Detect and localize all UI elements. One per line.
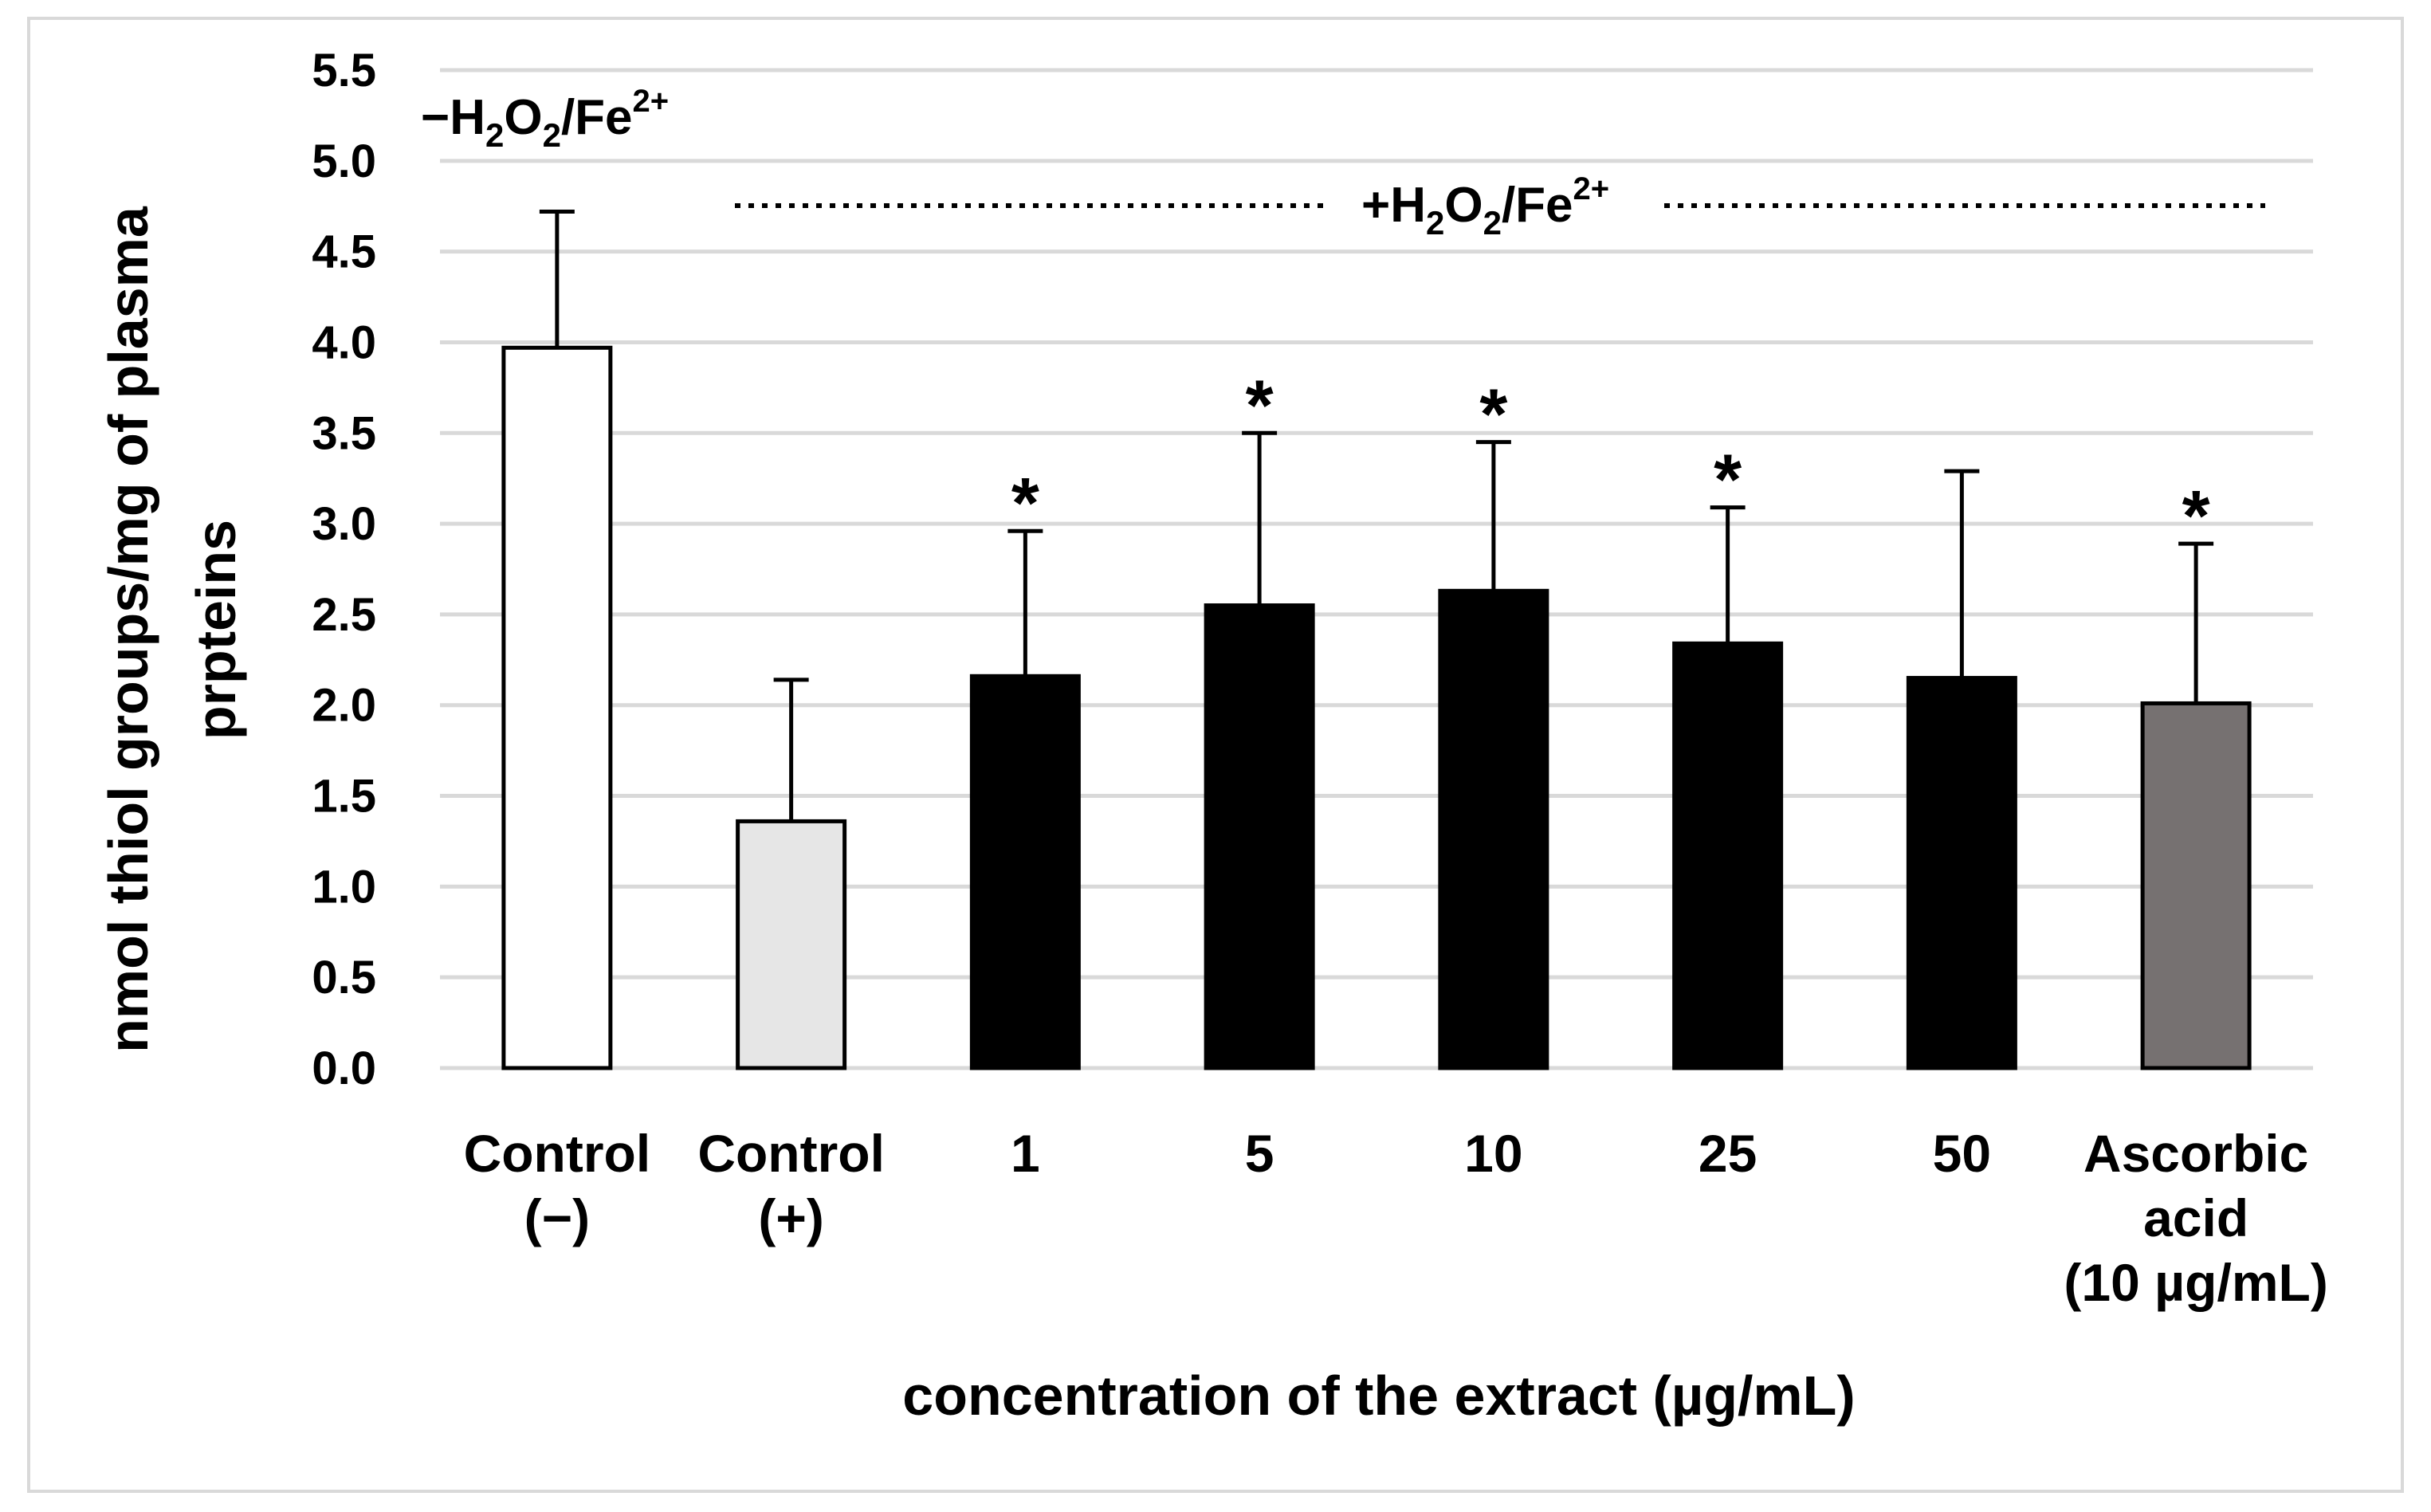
significance-star: * — [1714, 441, 1742, 520]
bar — [736, 819, 847, 1070]
significance-star: * — [1246, 366, 1274, 446]
x-category-label: 1 — [1011, 1124, 1040, 1183]
significance-star: * — [1011, 464, 1039, 544]
x-category-label: acid — [2143, 1188, 2248, 1247]
significance-star: * — [2182, 477, 2210, 556]
x-category-label: 25 — [1699, 1124, 1757, 1183]
error-bar — [1710, 505, 1746, 644]
x-category-label: 10 — [1464, 1124, 1522, 1183]
y-tick-label: 4.0 — [312, 316, 376, 368]
error-bars — [539, 210, 2214, 822]
y-tick-label: 0.5 — [312, 952, 376, 1003]
y-axis-ticks: 0.0 0.5 1.0 1.5 2.0 2.5 3.0 3.5 4.0 4.5 5.0 5.5 — [312, 45, 376, 1094]
x-category-label: Control — [464, 1124, 651, 1183]
bar — [1438, 588, 1549, 1070]
x-category-label: Ascorbic — [2083, 1124, 2308, 1183]
y-tick-label: 2.5 — [312, 589, 376, 641]
error-bar — [1475, 440, 1511, 591]
y-axis-title-line2: prpteins — [185, 520, 247, 740]
y-tick-label: 2.0 — [312, 680, 376, 732]
y-tick-label: 0.0 — [312, 1043, 376, 1094]
y-tick-label: 3.5 — [312, 407, 376, 459]
bar — [969, 674, 1081, 1070]
x-axis-title: concentration of the extract (µg/mL) — [902, 1365, 1855, 1427]
annotation-minus-h2o2: −H2O2/Fe2+ — [421, 84, 669, 154]
y-tick-label: 5.5 — [312, 45, 376, 96]
bar — [1672, 641, 1784, 1070]
x-category-label: Control — [697, 1124, 885, 1183]
significance-markers: * * * * * — [1011, 366, 2210, 556]
x-category-label: (−) — [524, 1188, 591, 1247]
annotation-plus-h2o2: +H2O2/Fe2+ — [1361, 171, 1609, 242]
error-bar — [1242, 430, 1278, 606]
error-bar — [773, 677, 809, 822]
error-bar — [1007, 528, 1043, 677]
bar — [2140, 701, 2252, 1070]
y-axis-title-line1: nmol thiol groups/mg of plasma — [97, 206, 159, 1053]
bars — [501, 345, 2252, 1070]
x-category-label: 50 — [1933, 1124, 1991, 1183]
significance-star: * — [1479, 375, 1507, 455]
error-bar — [539, 210, 575, 348]
x-axis-categories: Control(−)Control(+)1 5 10 25 50 Ascorbicacid… — [464, 1124, 2328, 1312]
x-category-label: (10 µg/mL) — [2064, 1253, 2327, 1312]
y-tick-label: 4.5 — [312, 226, 376, 278]
y-tick-label: 1.0 — [312, 861, 376, 913]
error-bar — [1944, 469, 1980, 678]
bar — [1906, 676, 2017, 1070]
bar — [501, 345, 613, 1070]
x-category-label: (+) — [758, 1188, 824, 1247]
x-category-label: 5 — [1245, 1124, 1274, 1183]
y-tick-label: 3.0 — [312, 498, 376, 550]
y-tick-label: 1.5 — [312, 771, 376, 823]
error-bar — [2178, 541, 2214, 704]
y-tick-label: 5.0 — [312, 135, 376, 187]
bar — [1204, 603, 1315, 1070]
